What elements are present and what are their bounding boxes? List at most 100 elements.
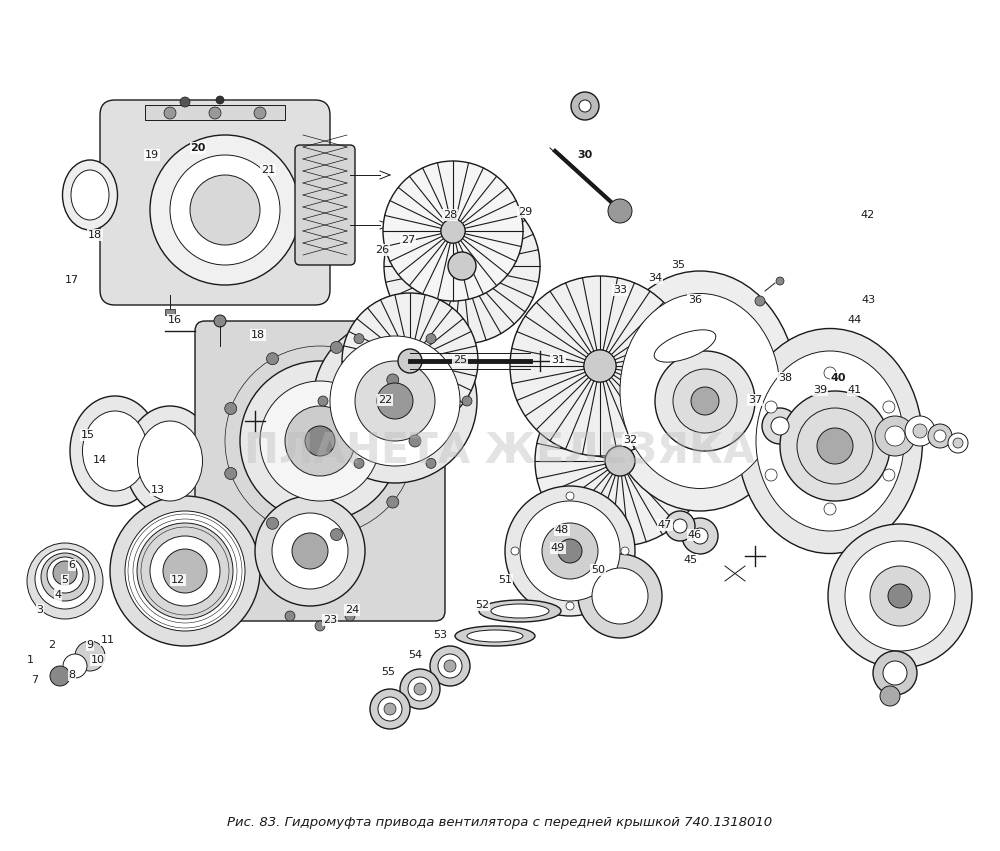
Circle shape xyxy=(883,401,895,413)
Circle shape xyxy=(880,686,900,706)
Ellipse shape xyxy=(756,351,904,531)
Circle shape xyxy=(125,511,245,631)
Circle shape xyxy=(355,361,435,441)
Circle shape xyxy=(378,697,402,721)
Circle shape xyxy=(542,523,598,579)
Circle shape xyxy=(164,107,176,119)
Circle shape xyxy=(53,561,77,585)
Text: 20: 20 xyxy=(190,143,206,153)
Circle shape xyxy=(254,107,266,119)
Ellipse shape xyxy=(491,604,549,618)
Ellipse shape xyxy=(71,170,109,220)
Circle shape xyxy=(35,549,95,609)
Circle shape xyxy=(170,155,280,265)
Circle shape xyxy=(824,367,836,379)
Circle shape xyxy=(377,383,413,419)
Circle shape xyxy=(354,459,364,468)
Text: 2: 2 xyxy=(48,640,56,650)
Circle shape xyxy=(511,547,519,555)
Circle shape xyxy=(150,135,300,285)
Text: 42: 42 xyxy=(861,210,875,220)
Circle shape xyxy=(384,703,396,715)
Circle shape xyxy=(578,554,662,638)
Ellipse shape xyxy=(455,626,535,646)
Circle shape xyxy=(41,553,89,601)
Text: 26: 26 xyxy=(375,245,389,255)
Text: 16: 16 xyxy=(168,315,182,325)
Circle shape xyxy=(266,352,278,365)
Text: 53: 53 xyxy=(433,630,447,640)
Text: 13: 13 xyxy=(151,485,165,495)
Text: 9: 9 xyxy=(86,640,94,650)
Ellipse shape xyxy=(125,406,215,516)
Circle shape xyxy=(266,517,278,529)
Text: 35: 35 xyxy=(671,260,685,270)
Circle shape xyxy=(948,433,968,453)
Text: 49: 49 xyxy=(551,543,565,553)
Text: 8: 8 xyxy=(68,670,76,680)
Bar xyxy=(165,309,175,315)
Circle shape xyxy=(462,396,472,406)
Circle shape xyxy=(438,654,462,678)
Text: 52: 52 xyxy=(475,600,489,610)
Circle shape xyxy=(845,541,955,651)
Text: 23: 23 xyxy=(323,615,337,625)
Circle shape xyxy=(313,319,477,483)
Circle shape xyxy=(655,351,755,451)
Text: 4: 4 xyxy=(54,590,62,600)
Circle shape xyxy=(621,547,629,555)
Circle shape xyxy=(383,161,523,301)
Circle shape xyxy=(905,416,935,446)
Circle shape xyxy=(797,408,873,484)
Circle shape xyxy=(682,518,718,554)
Circle shape xyxy=(571,92,599,120)
Circle shape xyxy=(692,528,708,544)
Circle shape xyxy=(934,430,946,442)
Text: 44: 44 xyxy=(848,315,862,325)
Circle shape xyxy=(426,334,436,344)
Circle shape xyxy=(505,486,635,616)
Text: 1: 1 xyxy=(26,655,34,665)
Text: 36: 36 xyxy=(688,295,702,305)
Circle shape xyxy=(558,539,582,563)
Circle shape xyxy=(824,503,836,515)
Circle shape xyxy=(817,428,853,464)
Text: 29: 29 xyxy=(518,207,532,217)
Text: Рис. 83. Гидромуфта привода вентилятора с передней крышкой 740.1318010: Рис. 83. Гидромуфта привода вентилятора … xyxy=(227,816,773,829)
Circle shape xyxy=(665,511,695,541)
Circle shape xyxy=(765,469,777,481)
Text: 18: 18 xyxy=(88,230,102,240)
Circle shape xyxy=(828,524,972,668)
Circle shape xyxy=(762,408,798,444)
Circle shape xyxy=(75,641,105,671)
FancyBboxPatch shape xyxy=(100,100,330,305)
Text: 47: 47 xyxy=(658,520,672,530)
Ellipse shape xyxy=(654,330,716,363)
Circle shape xyxy=(330,341,342,353)
Circle shape xyxy=(400,669,440,709)
Bar xyxy=(145,105,285,120)
Circle shape xyxy=(875,416,915,456)
Circle shape xyxy=(755,296,765,306)
Ellipse shape xyxy=(70,396,160,506)
Text: 48: 48 xyxy=(555,525,569,535)
Text: 11: 11 xyxy=(101,635,115,645)
Ellipse shape xyxy=(602,271,798,511)
Circle shape xyxy=(272,513,348,589)
Circle shape xyxy=(408,677,432,701)
Circle shape xyxy=(605,446,635,476)
Circle shape xyxy=(285,406,355,476)
Circle shape xyxy=(673,519,687,533)
Text: 25: 25 xyxy=(453,355,467,365)
Circle shape xyxy=(305,426,335,456)
Circle shape xyxy=(209,107,221,119)
Circle shape xyxy=(535,376,705,546)
Text: 34: 34 xyxy=(648,273,662,283)
Text: 10: 10 xyxy=(91,655,105,665)
Circle shape xyxy=(441,219,465,243)
Circle shape xyxy=(441,219,465,243)
Circle shape xyxy=(387,374,399,386)
Text: 15: 15 xyxy=(81,430,95,440)
Text: 54: 54 xyxy=(408,650,422,660)
Text: 30: 30 xyxy=(577,150,593,160)
